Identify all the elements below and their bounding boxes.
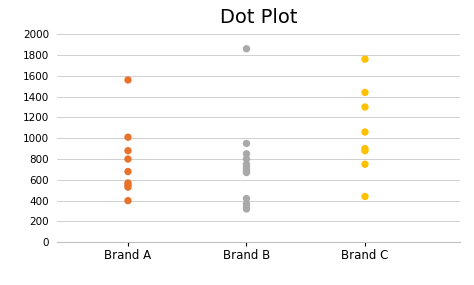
- Point: [243, 157, 250, 161]
- Point: [124, 157, 132, 161]
- Point: [243, 167, 250, 172]
- Point: [124, 185, 132, 190]
- Point: [361, 57, 369, 62]
- Title: Dot Plot: Dot Plot: [219, 8, 297, 27]
- Point: [361, 162, 369, 166]
- Point: [243, 201, 250, 206]
- Point: [361, 90, 369, 95]
- Point: [361, 146, 369, 151]
- Point: [361, 105, 369, 109]
- Point: [124, 183, 132, 187]
- Point: [124, 181, 132, 185]
- Point: [243, 205, 250, 209]
- Point: [124, 198, 132, 203]
- Point: [243, 152, 250, 156]
- Point: [361, 194, 369, 199]
- Point: [243, 141, 250, 146]
- Point: [243, 207, 250, 211]
- Point: [243, 170, 250, 175]
- Point: [361, 148, 369, 153]
- Point: [243, 165, 250, 170]
- Point: [243, 196, 250, 201]
- Point: [124, 169, 132, 174]
- Point: [243, 169, 250, 174]
- Point: [124, 78, 132, 82]
- Point: [361, 130, 369, 134]
- Point: [124, 135, 132, 139]
- Point: [243, 46, 250, 51]
- Point: [124, 148, 132, 153]
- Point: [243, 162, 250, 166]
